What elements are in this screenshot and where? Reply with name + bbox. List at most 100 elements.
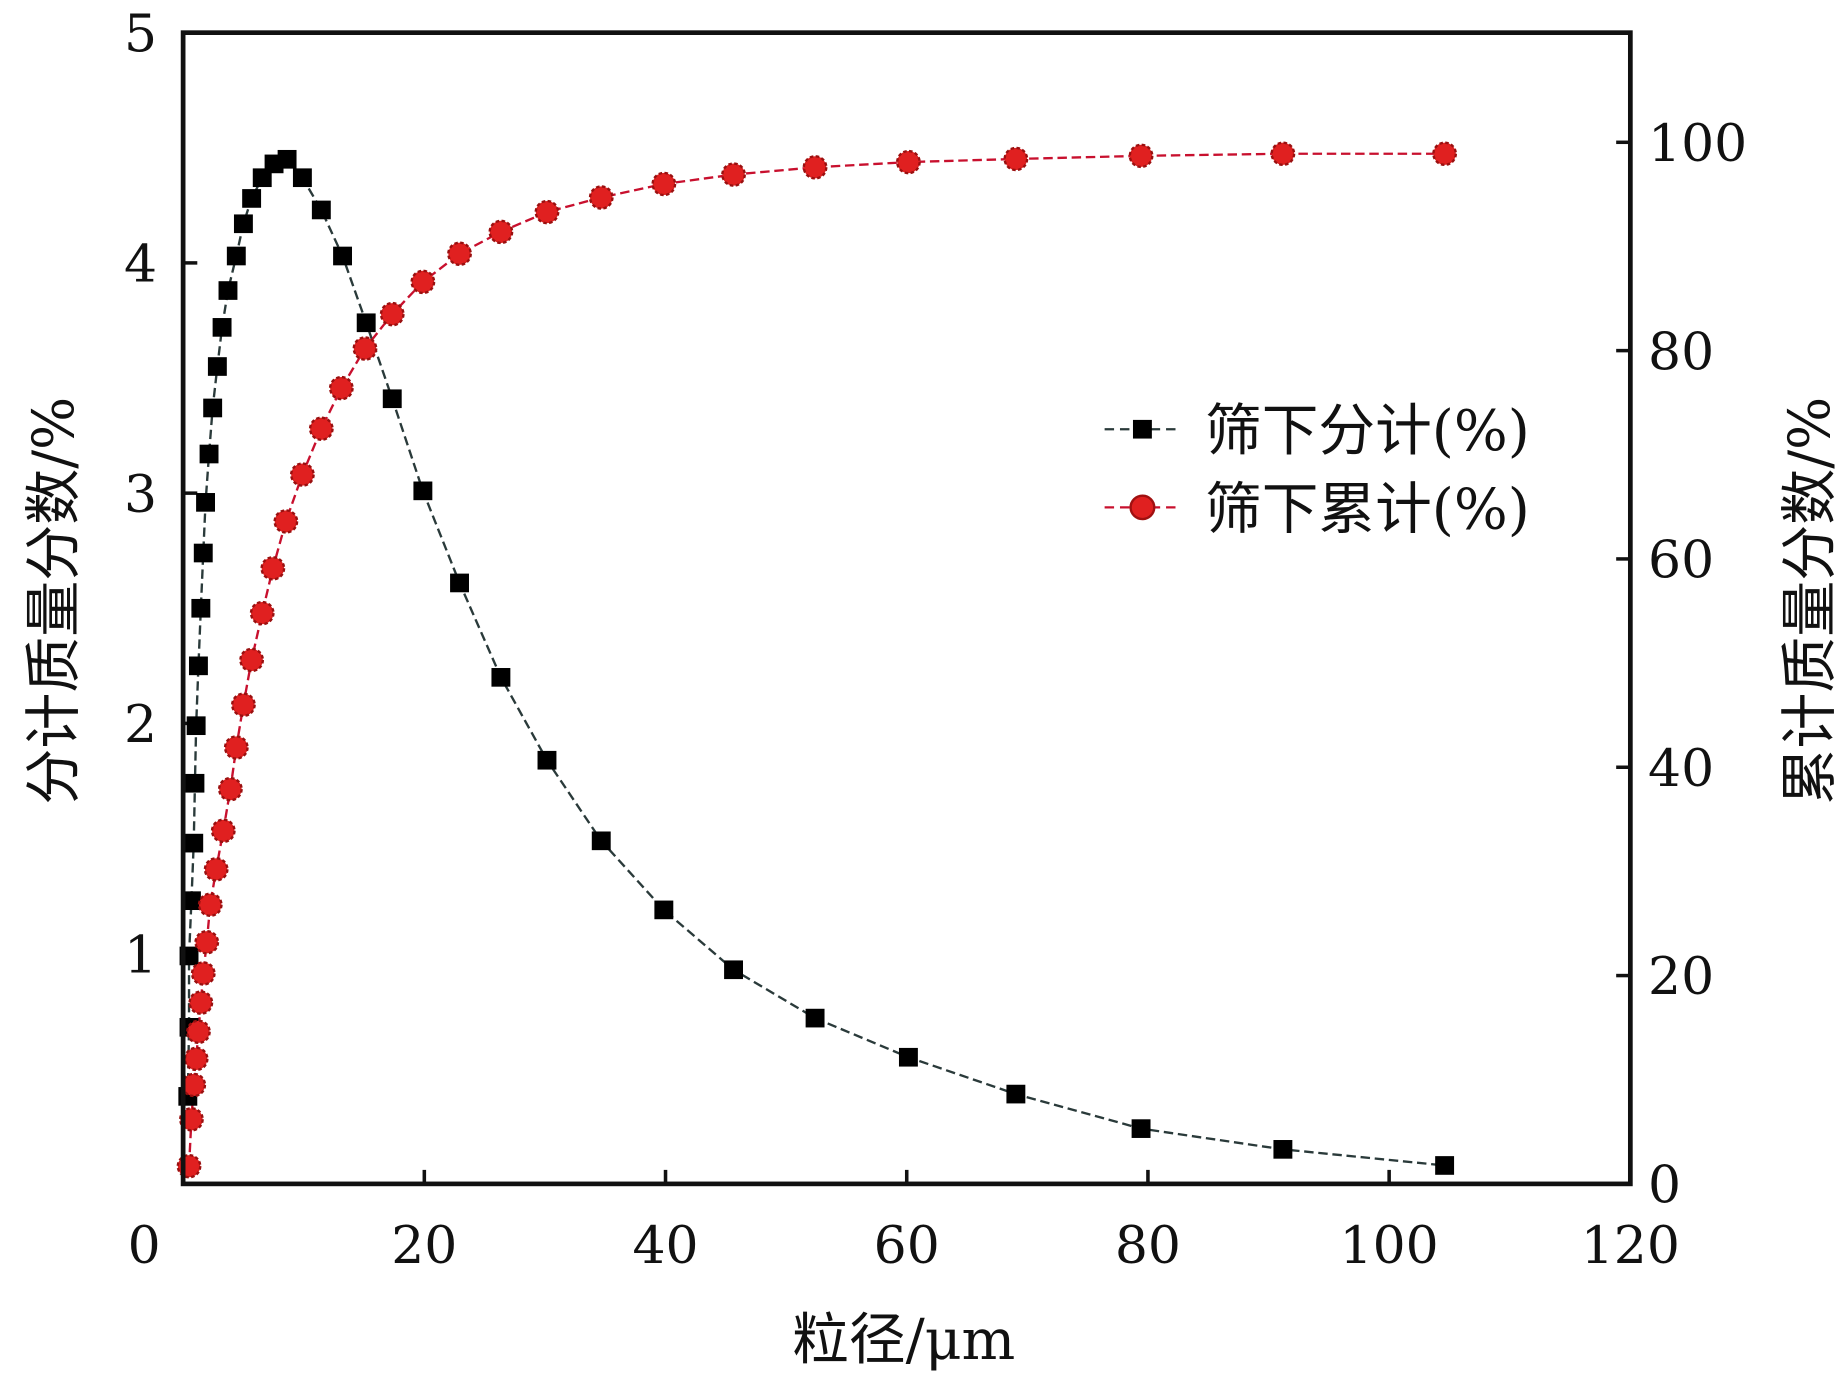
data-point-circle [802,155,828,180]
data-point-square [203,398,223,418]
data-point-square [491,668,511,687]
data-point-square [898,1047,918,1067]
y-right-tick-label: 80 [1648,323,1714,383]
data-point-circle [488,219,514,245]
data-point-square [805,1008,825,1028]
data-point-circle [231,692,256,718]
data-point-circle [249,600,275,626]
x-tick-label: 40 [632,1216,698,1276]
data-point-square [218,281,238,300]
data-point-square [181,891,201,911]
data-point-circle [651,171,677,197]
data-point-circle [183,1046,209,1072]
data-point-square [1435,1156,1455,1175]
x-tick-label: 0 [128,1216,161,1276]
data-point-square [382,389,402,409]
y-right-tick-label: 60 [1648,531,1714,591]
data-point-circle [1003,146,1029,172]
series-line-1 [186,157,1445,1167]
data-point-square [333,246,353,266]
y-left-tick-label: 4 [124,235,157,295]
data-point-circle [239,647,265,673]
x-tick-label: 60 [874,1216,940,1276]
data-point-square [292,168,312,188]
data-point-square [356,313,376,333]
y-left-tick-label: 3 [124,465,157,525]
data-point-circle [1270,141,1296,167]
data-point-square [185,773,205,793]
y-left-tick-label: 2 [124,695,157,755]
data-point-square [199,444,219,464]
data-point-square [277,149,297,169]
data-point-circle [379,301,405,327]
data-point-square [450,573,469,593]
legend-label-series-1: 筛下分计(%) [1205,400,1530,465]
data-point-circle [188,990,214,1015]
data-point-square [654,900,674,920]
data-point-circle [217,776,243,802]
data-point-circle [289,462,315,487]
data-point-square [724,960,743,980]
y-left-tick-label: 1 [124,926,157,986]
data-point-circle [328,375,354,401]
data-point-circle [588,185,614,210]
data-point-circle [186,1019,211,1045]
data-point-square [1131,1119,1151,1138]
data-point-square [191,598,211,618]
data-point-square [233,214,253,234]
data-point-circle [197,892,223,917]
data-point-square [207,357,227,376]
data-point-square [184,833,204,853]
data-point-circle [190,961,216,986]
data-point-circle [203,857,229,882]
x-axis-label: 粒径/μm [792,1308,1015,1373]
data-point-square [242,189,262,208]
data-point-circle [210,818,236,844]
data-point-circle [1432,141,1458,167]
legend: 筛下分计(%) 筛下累计(%) [1104,400,1530,543]
data-point-circle [273,509,299,534]
y-left-axis-label: 分计质量分数/% [22,397,87,805]
x-tick-label: 80 [1115,1216,1181,1276]
data-point-square [193,543,213,563]
y-right-tick-label: 40 [1648,739,1714,799]
y-right-axis-label: 累计质量分数/% [1777,397,1842,805]
data-point-circle [447,241,472,266]
y-right-tick-label: 20 [1648,948,1714,1008]
legend-marker-square [1132,419,1152,439]
x-tick-label: 20 [391,1216,457,1276]
data-point-circle [410,269,436,295]
data-point-circle [1128,143,1154,169]
data-point-square [196,493,216,512]
data-point-square [188,656,208,676]
data-point-circle [534,199,560,225]
legend-marker-circle [1129,494,1156,521]
plot-frame [180,30,1633,1187]
data-point-square [212,318,232,337]
y-right-tick-label: 100 [1648,114,1747,174]
data-point-circle [181,1072,207,1098]
data-point-circle [194,929,220,955]
data-point-square [311,200,331,220]
data-point-square [537,750,557,770]
data-point-square [186,716,206,736]
legend-label-series-2: 筛下累计(%) [1205,478,1530,543]
data-point-square [1006,1084,1026,1104]
x-tick-label: 120 [1581,1216,1680,1276]
data-point-circle [308,416,334,441]
data-point-circle [223,735,249,760]
data-point-circle [896,149,921,175]
x-tick-label: 100 [1340,1216,1439,1276]
data-point-square [413,481,433,501]
data-point-circle [179,1107,204,1132]
data-point-square [1273,1140,1293,1159]
data-point-circle [721,162,746,187]
data-point-square [591,831,611,851]
y-right-tick-label: 0 [1648,1156,1681,1216]
data-point-circle [352,336,378,361]
data-point-square [226,246,246,266]
data-point-circle [260,556,286,581]
y-left-tick-label: 5 [124,5,157,65]
